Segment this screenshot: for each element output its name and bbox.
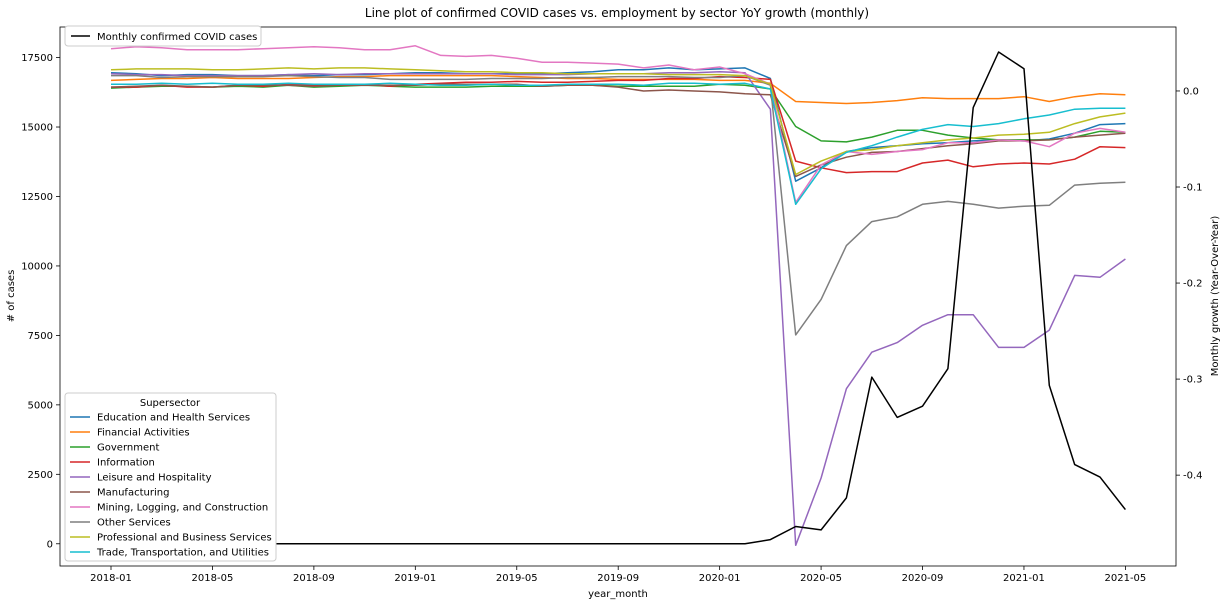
legend-label-mining-logging-and-construction: Mining, Logging, and Construction (97, 503, 268, 514)
series-line-manufacturing (110, 83, 1126, 178)
y-left-tick-label: 12500 (21, 192, 53, 203)
x-axis-label: year_month (588, 589, 648, 600)
y-left-tick-label: 5000 (28, 400, 53, 411)
y-left-tick-label: 2500 (28, 470, 53, 481)
y-right-tick-label: -0.4 (1183, 471, 1203, 482)
legend-covid: Monthly confirmed COVID cases (64, 25, 262, 47)
legend-label-trade-transportation-and-utilities: Trade, Transportation, and Utilities (96, 548, 269, 559)
legend-label-education-and-health-services: Education and Health Services (97, 413, 250, 424)
y-axis-right-label: Monthly growth (Year-Over-Year) (1210, 216, 1221, 377)
y-right-tick-label: -0.2 (1183, 279, 1203, 290)
series-line-financial-activities (110, 74, 1126, 105)
y-left-tick-label: 0 (47, 539, 53, 550)
x-tick-label: 2018-05 (192, 573, 234, 584)
legend-supersector: Supersector Education and Health Services… (64, 392, 277, 562)
legend-label-financial-activities: Financial Activities (97, 428, 190, 439)
x-tick-label: 2019-09 (597, 573, 639, 584)
y-right-tick-label: -0.1 (1183, 183, 1203, 194)
x-tick-label: 2019-01 (394, 573, 436, 584)
x-tick-label: 2021-01 (1003, 573, 1045, 584)
legend-label-manufacturing: Manufacturing (97, 488, 169, 499)
legend-label-information: Information (97, 458, 155, 469)
legend-label-other-services: Other Services (97, 518, 171, 529)
x-tick-label: 2019-05 (496, 573, 538, 584)
x-tick-label: 2018-01 (90, 573, 132, 584)
legend-supersector-title: Supersector (140, 398, 201, 409)
axes-layer: 2018-01 2018-05 2018-09 2019-01 2019-05 2019-… (21, 53, 1202, 584)
series-line-mining-logging-and-construction (110, 45, 1126, 204)
series-line-other-services (111, 74, 1126, 336)
y-left-tick-label: 10000 (21, 261, 53, 272)
legend-supersector-box (64, 392, 277, 562)
y-axis-left-label: # of cases (6, 270, 17, 323)
legend-covid-box (64, 25, 262, 47)
x-tick-label: 2021-05 (1105, 573, 1147, 584)
legend-label-professional-and-business-services: Professional and Business Services (97, 533, 272, 544)
y-left-tick-label: 7500 (28, 331, 53, 342)
series-line-information (111, 75, 1126, 174)
x-tick-label: 2020-05 (800, 573, 842, 584)
y-left-tick-label: 17500 (21, 53, 53, 64)
series-line-professional-and-business-services (110, 67, 1126, 176)
y-left-tick-label: 15000 (21, 123, 53, 134)
legend-label-leisure-and-hospitality: Leisure and Hospitality (97, 473, 212, 484)
legend-label-government: Government (97, 443, 159, 454)
x-tick-label: 2020-01 (699, 573, 741, 584)
series-line-covid-cases (111, 51, 1126, 545)
x-tick-label: 2018-09 (293, 573, 335, 584)
legend-covid-label: Monthly confirmed COVID cases (97, 32, 257, 43)
series-line-trade-transportation-and-utilities (111, 82, 1126, 206)
series-layer (110, 45, 1126, 547)
y-right-tick-label: -0.3 (1183, 375, 1203, 386)
y-right-tick-label: 0.0 (1183, 86, 1199, 97)
x-tick-label: 2020-09 (902, 573, 944, 584)
chart-title: Line plot of confirmed COVID cases vs. e… (365, 6, 869, 20)
